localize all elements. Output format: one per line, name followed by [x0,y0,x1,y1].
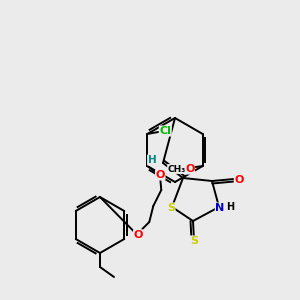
Text: S: S [190,236,198,246]
Text: Cl: Cl [159,126,171,136]
Text: O: O [234,175,244,185]
Text: S: S [167,203,175,213]
Text: O: O [185,164,194,174]
Text: H: H [148,155,156,165]
Text: O: O [134,230,143,240]
Text: N: N [215,203,225,213]
Text: CH₃: CH₃ [168,164,186,173]
Text: O: O [156,170,165,180]
Text: H: H [226,202,234,212]
